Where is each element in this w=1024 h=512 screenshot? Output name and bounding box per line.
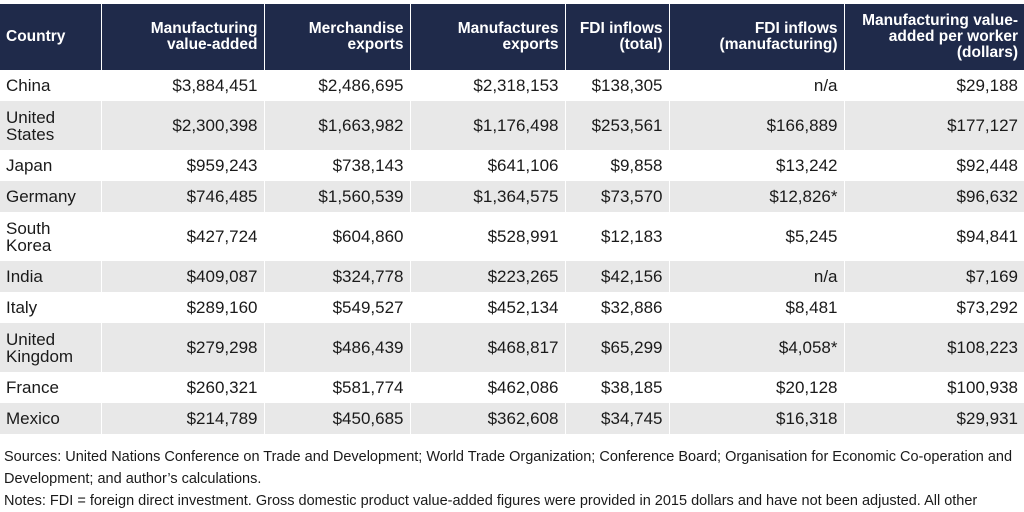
cell-manufactures-exports: $452,134 [410,292,566,323]
cell-merchandise-exports: $738,143 [264,150,411,181]
cell-country: United Kingdom [0,323,102,372]
cell-merchandise-exports: $2,486,695 [264,70,411,101]
cell-country: South Korea [0,212,102,261]
cell-manufacturing-value-added: $959,243 [101,150,265,181]
cell-manufactures-exports: $2,318,153 [410,70,566,101]
cell-merchandise-exports: $1,663,982 [264,101,411,150]
notes-text: Notes: FDI = foreign direct investment. … [4,493,978,509]
cell-manufactures-exports: $468,817 [410,323,566,372]
cell-fdi-inflows-manufacturing: $4,058* [669,323,845,372]
cell-value-added-per-worker: $29,188 [844,70,1024,101]
cell-value-added-per-worker: $94,841 [844,212,1024,261]
cell-country: Japan [0,150,102,181]
cell-fdi-inflows-total: $32,886 [565,292,670,323]
cell-value-added-per-worker: $92,448 [844,150,1024,181]
table-header-row: Country Manufacturing value-added Mercha… [0,4,1024,70]
cell-fdi-inflows-total: $138,305 [565,70,670,101]
table-footnotes: Sources: United Nations Conference on Tr… [4,446,1018,512]
header-fdi-inflows-manufacturing: FDI inflows (manufacturing) [669,4,845,70]
table-row: Italy $289,160 $549,527 $452,134 $32,886… [0,292,1024,323]
cell-merchandise-exports: $549,527 [264,292,411,323]
cell-manufactures-exports: $462,086 [410,372,566,403]
cell-merchandise-exports: $324,778 [264,261,411,292]
header-manufactures-exports: Manufactures exports [410,4,566,70]
manufacturing-data-table: Country Manufacturing value-added Mercha… [0,4,1024,434]
cell-country: France [0,372,102,403]
cell-merchandise-exports: $450,685 [264,403,411,434]
cell-manufacturing-value-added: $3,884,451 [101,70,265,101]
header-value-added-per-worker: Manufacturing value-added per worker (do… [844,4,1024,70]
cell-value-added-per-worker: $29,931 [844,403,1024,434]
cell-merchandise-exports: $604,860 [264,212,411,261]
cell-manufacturing-value-added: $289,160 [101,292,265,323]
cell-fdi-inflows-manufacturing: $12,826* [669,181,845,212]
cell-country: Italy [0,292,102,323]
cell-manufactures-exports: $528,991 [410,212,566,261]
cell-manufactures-exports: $223,265 [410,261,566,292]
cell-country: United States [0,101,102,150]
sources-note: Sources: United Nations Conference on Tr… [4,449,1013,487]
cell-manufactures-exports: $1,364,575 [410,181,566,212]
cell-value-added-per-worker: $100,938 [844,372,1024,403]
cell-fdi-inflows-total: $38,185 [565,372,670,403]
cell-merchandise-exports: $486,439 [264,323,411,372]
table-row: South Korea $427,724 $604,860 $528,991 $… [0,212,1024,261]
cell-value-added-per-worker: $96,632 [844,181,1024,212]
cell-country: Mexico [0,403,102,434]
table-row: Mexico $214,789 $450,685 $362,608 $34,74… [0,403,1024,434]
table-row: China $3,884,451 $2,486,695 $2,318,153 $… [0,70,1024,101]
cell-fdi-inflows-manufacturing: $5,245 [669,212,845,261]
cell-fdi-inflows-total: $12,183 [565,212,670,261]
cell-country: China [0,70,102,101]
cell-fdi-inflows-total: $34,745 [565,403,670,434]
header-country: Country [0,4,102,70]
header-manufacturing-value-added: Manufacturing value-added [101,4,265,70]
cell-fdi-inflows-total: $42,156 [565,261,670,292]
cell-fdi-inflows-total: $65,299 [565,323,670,372]
cell-fdi-inflows-manufacturing: n/a [669,261,845,292]
cell-manufactures-exports: $362,608 [410,403,566,434]
cell-manufacturing-value-added: $746,485 [101,181,265,212]
table-row: Japan $959,243 $738,143 $641,106 $9,858 … [0,150,1024,181]
cell-fdi-inflows-total: $9,858 [565,150,670,181]
cell-fdi-inflows-total: $73,570 [565,181,670,212]
table-row: India $409,087 $324,778 $223,265 $42,156… [0,261,1024,292]
cell-fdi-inflows-manufacturing: $20,128 [669,372,845,403]
cell-manufacturing-value-added: $214,789 [101,403,265,434]
cell-country: Germany [0,181,102,212]
cell-manufactures-exports: $641,106 [410,150,566,181]
cell-value-added-per-worker: $108,223 [844,323,1024,372]
cell-country: India [0,261,102,292]
cell-manufacturing-value-added: $279,298 [101,323,265,372]
cell-value-added-per-worker: $177,127 [844,101,1024,150]
cell-fdi-inflows-manufacturing: n/a [669,70,845,101]
cell-fdi-inflows-manufacturing: $166,889 [669,101,845,150]
cell-manufacturing-value-added: $2,300,398 [101,101,265,150]
cell-manufacturing-value-added: $260,321 [101,372,265,403]
cell-value-added-per-worker: $73,292 [844,292,1024,323]
cell-manufacturing-value-added: $409,087 [101,261,265,292]
cell-manufacturing-value-added: $427,724 [101,212,265,261]
header-fdi-inflows-total: FDI inflows (total) [565,4,670,70]
cell-manufactures-exports: $1,176,498 [410,101,566,150]
cell-merchandise-exports: $581,774 [264,372,411,403]
header-merchandise-exports: Merchandise exports [264,4,411,70]
cell-merchandise-exports: $1,560,539 [264,181,411,212]
cell-fdi-inflows-manufacturing: $8,481 [669,292,845,323]
table-row: United States $2,300,398 $1,663,982 $1,1… [0,101,1024,150]
table-row: United Kingdom $279,298 $486,439 $468,81… [0,323,1024,372]
cell-fdi-inflows-manufacturing: $13,242 [669,150,845,181]
table-row: Germany $746,485 $1,560,539 $1,364,575 $… [0,181,1024,212]
cell-value-added-per-worker: $7,169 [844,261,1024,292]
cell-fdi-inflows-total: $253,561 [565,101,670,150]
table-row: France $260,321 $581,774 $462,086 $38,18… [0,372,1024,403]
cell-fdi-inflows-manufacturing: $16,318 [669,403,845,434]
